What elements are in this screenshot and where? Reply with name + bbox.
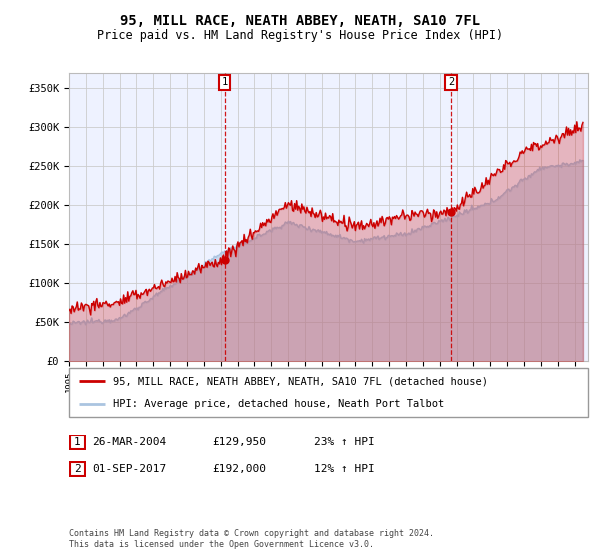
Text: £129,950: £129,950 [212, 437, 266, 447]
Text: Contains HM Land Registry data © Crown copyright and database right 2024.
This d: Contains HM Land Registry data © Crown c… [69, 529, 434, 549]
Text: 2: 2 [74, 464, 81, 474]
Text: 2: 2 [448, 77, 454, 87]
Text: 95, MILL RACE, NEATH ABBEY, NEATH, SA10 7FL: 95, MILL RACE, NEATH ABBEY, NEATH, SA10 … [120, 14, 480, 28]
Text: £192,000: £192,000 [212, 464, 266, 474]
Text: 95, MILL RACE, NEATH ABBEY, NEATH, SA10 7FL (detached house): 95, MILL RACE, NEATH ABBEY, NEATH, SA10 … [113, 376, 488, 386]
Text: 01-SEP-2017: 01-SEP-2017 [92, 464, 166, 474]
Text: 23% ↑ HPI: 23% ↑ HPI [314, 437, 374, 447]
FancyBboxPatch shape [70, 435, 85, 450]
Text: 1: 1 [74, 437, 81, 447]
Text: HPI: Average price, detached house, Neath Port Talbot: HPI: Average price, detached house, Neat… [113, 399, 445, 409]
Text: Price paid vs. HM Land Registry's House Price Index (HPI): Price paid vs. HM Land Registry's House … [97, 29, 503, 42]
Text: 12% ↑ HPI: 12% ↑ HPI [314, 464, 374, 474]
Text: 1: 1 [221, 77, 227, 87]
FancyBboxPatch shape [69, 368, 588, 417]
Text: 26-MAR-2004: 26-MAR-2004 [92, 437, 166, 447]
FancyBboxPatch shape [70, 461, 85, 476]
